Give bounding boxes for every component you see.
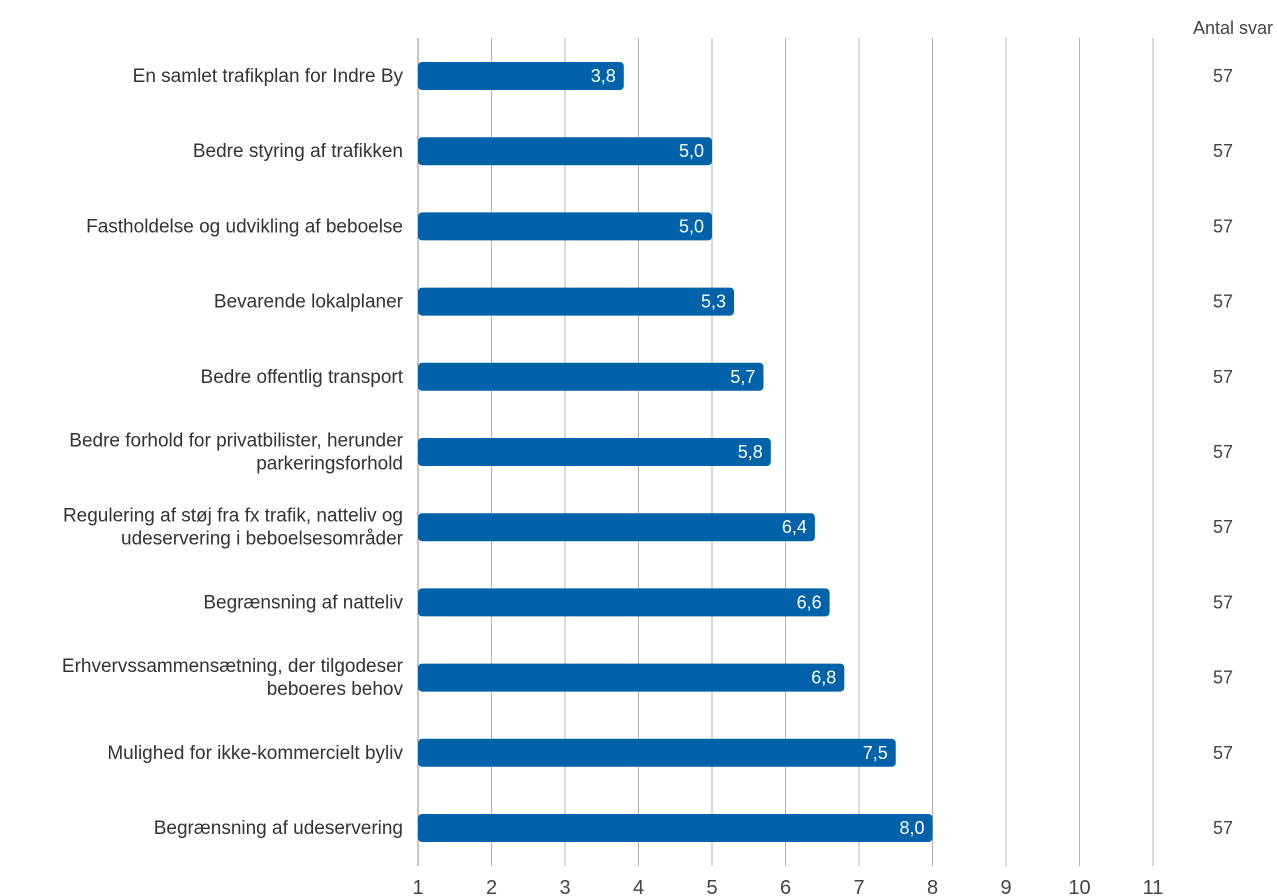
bar-value-label: 5,3 [701, 292, 726, 312]
category-label: Fastholdelse og udvikling af beboelse [86, 216, 403, 237]
bar [418, 362, 764, 391]
bar-value-label: 8,0 [899, 818, 924, 838]
count-value: 57 [1213, 517, 1233, 537]
bar-value-label: 3,8 [591, 66, 616, 86]
bar [418, 287, 735, 316]
x-tick-label: 4 [633, 877, 644, 896]
bar [418, 212, 712, 241]
category-label: beboeres behov [267, 679, 404, 700]
count-value: 57 [1213, 141, 1233, 161]
count-value: 57 [1213, 592, 1233, 612]
category-labels: En samlet trafikplan for Indre By Bedre s… [62, 66, 404, 839]
bar-value-label: 6,8 [811, 668, 836, 688]
count-header: Antal svar [1193, 18, 1273, 38]
x-tick-label: 11 [1143, 877, 1164, 896]
bar [418, 438, 771, 466]
x-tick-label: 2 [486, 877, 497, 896]
bar-value-label: 7,5 [863, 743, 888, 763]
category-label: Erhvervssammensætning, der tilgodeser [62, 656, 404, 677]
count-value: 57 [1213, 442, 1233, 462]
x-tick-label: 3 [559, 877, 570, 896]
bar [418, 588, 830, 617]
x-tick-label: 8 [927, 877, 938, 896]
x-tick-label: 1 [412, 877, 423, 896]
category-label: Begrænsning af udeservering [154, 818, 403, 839]
count-value: 57 [1213, 668, 1233, 688]
count-column: Antal svar 57 57 57 57 57 57 57 57 57 57 57 [1193, 18, 1273, 838]
x-tick-label: 7 [853, 877, 864, 896]
count-value: 57 [1213, 292, 1233, 312]
bar [418, 137, 712, 166]
x-tick-label: 9 [1000, 877, 1011, 896]
category-label: udeservering i beboelsesområder [121, 529, 404, 550]
category-label: Bedre styring af trafikken [193, 141, 403, 162]
category-label: Bedre offentlig transport [201, 367, 404, 388]
bar [418, 738, 896, 767]
bars: 3,8 5,0 5,0 5,3 5,7 5,8 6,4 6,6 6,8 7,5 8,0 [418, 62, 933, 842]
bar-value-label: 6,6 [797, 592, 822, 612]
category-label: Bevarende lokalplaner [214, 292, 404, 313]
count-value: 57 [1213, 818, 1233, 838]
count-value: 57 [1213, 743, 1233, 763]
bar-value-label: 5,0 [679, 216, 704, 236]
category-label: En samlet trafikplan for Indre By [133, 66, 404, 87]
bar-value-label: 5,8 [738, 442, 763, 462]
count-value: 57 [1213, 216, 1233, 236]
bar [418, 513, 815, 542]
category-label: Begrænsning af natteliv [203, 592, 403, 613]
x-tick-label: 10 [1068, 877, 1090, 896]
bar [418, 814, 933, 842]
category-label: parkeringsforhold [256, 454, 403, 475]
x-axis-ticks: 1 2 3 4 5 6 7 8 9 10 11 [412, 877, 1163, 896]
x-tick-label: 6 [780, 877, 791, 896]
count-value: 57 [1213, 66, 1233, 86]
category-label: Mulighed for ikke-kommercielt byliv [107, 743, 403, 764]
bar [418, 663, 845, 692]
category-label: Regulering af støj fra fx trafik, nattel… [63, 506, 403, 527]
bar [418, 62, 624, 90]
x-tick-label: 5 [706, 877, 717, 896]
bar-value-label: 5,0 [679, 141, 704, 161]
count-value: 57 [1213, 367, 1233, 387]
category-label: Bedre forhold for privatbilister, herund… [69, 431, 403, 452]
bar-value-label: 5,7 [730, 367, 755, 387]
bar-value-label: 6,4 [782, 517, 807, 537]
